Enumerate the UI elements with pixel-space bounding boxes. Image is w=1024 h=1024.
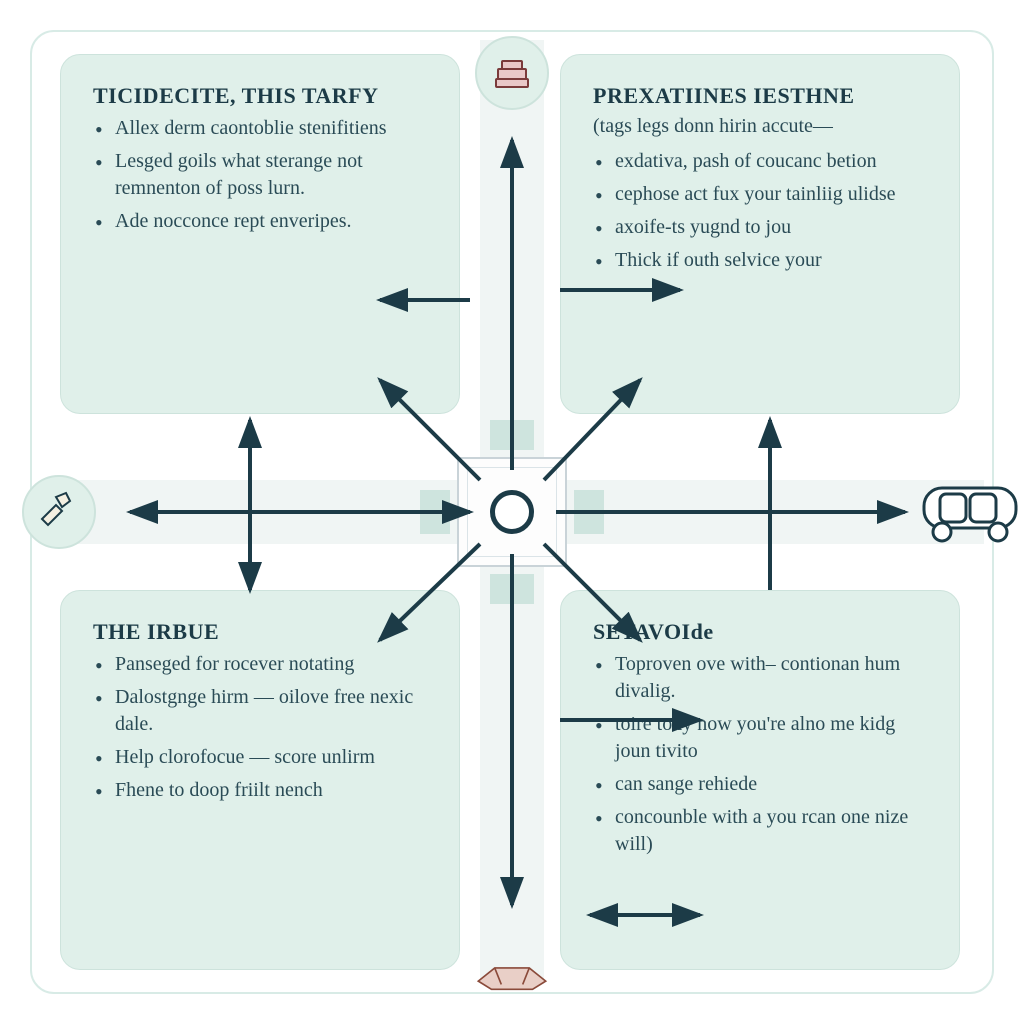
list-item: Panseged for rocever notating <box>93 651 427 678</box>
panel-title: PREXATIINES IESTHNE <box>593 83 927 109</box>
panel-list: exdativa, pash of coucanc betion cephose … <box>593 148 927 274</box>
road-mark <box>574 490 604 534</box>
panel-title: SETAVOIde <box>593 619 927 645</box>
list-item: Ade nocconce rept enveripes. <box>93 208 427 235</box>
panel-top-right: PREXATIINES IESTHNE (tags legs donn hiri… <box>560 54 960 414</box>
tools-icon <box>22 475 96 549</box>
road-mark <box>490 574 534 604</box>
list-item: Lesged goils what sterange not remnenton… <box>93 148 427 202</box>
list-item: Thick if outh selvice your <box>593 247 927 274</box>
building-icon <box>475 36 549 110</box>
list-item: Help clorofocue — score unlirm <box>93 744 427 771</box>
list-item: concounble with a you rcan one nize will… <box>593 804 927 858</box>
list-item: Dalostgnge hirm — oilove free nexic dale… <box>93 684 427 738</box>
list-item: axoife-ts yugnd to jou <box>593 214 927 241</box>
panel-subtitle: (tags legs donn hirin accute— <box>593 115 927 138</box>
center-ring-icon <box>490 490 534 534</box>
road-mark <box>420 490 450 534</box>
list-item: exdativa, pash of coucanc betion <box>593 148 927 175</box>
diagram-canvas: TICIDECITE, THIS TARFY Allex derm caonto… <box>0 0 1024 1024</box>
panel-list: Toproven ove with– contionan hum divalig… <box>593 651 927 858</box>
list-item: Toproven ove with– contionan hum divalig… <box>593 651 927 705</box>
list-item: Allex derm caontoblie stenifitiens <box>93 115 427 142</box>
panel-bottom-right: SETAVOIde Toproven ove with– contionan h… <box>560 590 960 970</box>
list-item: can sange rehiede <box>593 771 927 798</box>
panel-bottom-left: THE IRBUE Panseged for rocever notating D… <box>60 590 460 970</box>
list-item: cephose act fux your tainliig ulidse <box>593 181 927 208</box>
panel-top-left: TICIDECITE, THIS TARFY Allex derm caonto… <box>60 54 460 414</box>
list-item: toire tony now you're alno me kidg joun … <box>593 711 927 765</box>
panel-title: TICIDECITE, THIS TARFY <box>93 83 427 109</box>
car-flat-icon <box>475 940 549 1014</box>
road-mark <box>490 420 534 450</box>
panel-title: THE IRBUE <box>93 619 427 645</box>
car-side-icon <box>920 478 1020 551</box>
panel-list: Allex derm caontoblie stenifitiens Lesged… <box>93 115 427 235</box>
panel-list: Panseged for rocever notating Dalostgnge … <box>93 651 427 804</box>
list-item: Fhene to doop friilt nench <box>93 777 427 804</box>
